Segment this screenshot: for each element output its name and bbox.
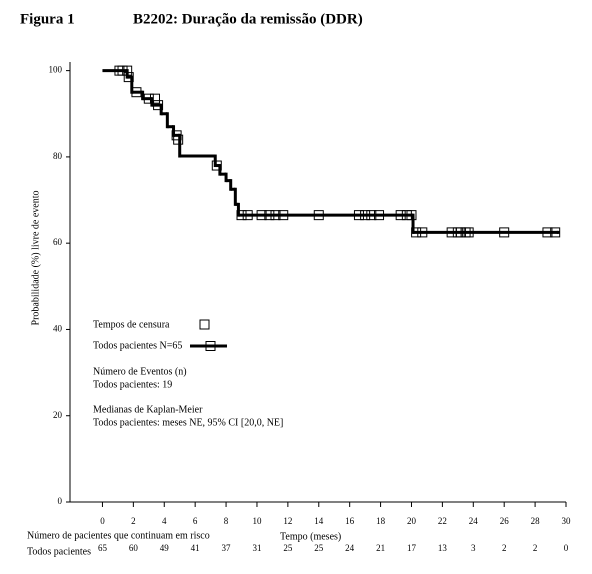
- risk-count: 17: [407, 543, 417, 553]
- x-tick-label: 12: [283, 516, 292, 526]
- censor-mark: [143, 93, 154, 104]
- x-tick-label: 8: [224, 516, 229, 526]
- censor-mark: [353, 210, 364, 221]
- censor-mark: [360, 210, 371, 221]
- risk-count: 25: [314, 543, 324, 553]
- x-tick-label: 22: [438, 516, 447, 526]
- risk-count: 13: [438, 543, 448, 553]
- x-tick-label: 4: [162, 516, 167, 526]
- chart-title: B2202: Duração da remissão (DDR): [133, 11, 363, 27]
- y-axis-label: Probabilidade (%) livre de evento: [30, 191, 41, 326]
- censor-mark: [153, 100, 164, 111]
- legend-symbol: [205, 341, 216, 351]
- risk-count: 31: [252, 543, 261, 553]
- censor-mark: [264, 210, 275, 221]
- x-tick-label: 26: [500, 516, 510, 526]
- figure-label: Figura 1: [20, 11, 75, 27]
- censor-mark: [131, 87, 142, 98]
- x-tick-label: 10: [252, 516, 262, 526]
- censor-mark: [463, 227, 474, 238]
- risk-table-title: Número de pacientes que continuam em ris…: [27, 530, 210, 541]
- risk-count: 60: [129, 543, 139, 553]
- censor-mark: [374, 210, 385, 221]
- y-tick-label: 100: [49, 65, 63, 75]
- x-tick-label: 30: [562, 516, 572, 526]
- legend-label: Tempos de censura: [93, 319, 170, 330]
- risk-count: 49: [160, 543, 170, 553]
- x-tick-label: 18: [376, 516, 386, 526]
- censor-mark: [499, 227, 510, 238]
- censor-mark: [211, 160, 222, 171]
- risk-count: 3: [471, 543, 476, 553]
- legend-symbol: [199, 319, 210, 330]
- annotation: Todos pacientes: 19: [93, 379, 172, 390]
- annotation: Número de Eventos (n): [93, 366, 187, 377]
- censor-mark: [411, 227, 422, 238]
- risk-row-label: Todos pacientes: [27, 546, 91, 557]
- y-tick-label: 0: [58, 496, 63, 506]
- risk-count: 21: [376, 543, 385, 553]
- censor-mark: [173, 134, 184, 145]
- x-tick-label: 16: [345, 516, 355, 526]
- censor-mark: [278, 210, 289, 221]
- censor-mark: [236, 210, 247, 221]
- y-tick-label: 80: [53, 151, 63, 161]
- risk-count: 65: [98, 543, 108, 553]
- x-tick-label: 20: [407, 516, 417, 526]
- x-tick-label: 28: [531, 516, 541, 526]
- risk-count: 2: [533, 543, 538, 553]
- x-axis-label: Tempo (meses): [280, 531, 341, 542]
- x-tick-label: 6: [193, 516, 198, 526]
- censor-mark: [550, 227, 561, 238]
- y-tick-label: 20: [53, 410, 63, 420]
- risk-count: 37: [222, 543, 232, 553]
- risk-count: 24: [345, 543, 355, 553]
- legend-label: Todos pacientes N=65: [93, 340, 182, 351]
- censor-mark: [122, 65, 133, 76]
- annotation: Medianas de Kaplan-Meier: [93, 404, 203, 415]
- censor-mark: [270, 210, 281, 221]
- y-tick-label: 60: [53, 237, 63, 247]
- risk-count: 2: [502, 543, 507, 553]
- censor-mark: [313, 210, 324, 221]
- censor-mark: [149, 93, 160, 104]
- risk-count: 41: [191, 543, 200, 553]
- censor-mark: [256, 210, 267, 221]
- censor-mark: [242, 210, 253, 221]
- censor-mark: [417, 227, 428, 238]
- x-tick-label: 14: [314, 516, 324, 526]
- risk-count: 0: [564, 543, 569, 553]
- censor-mark: [406, 210, 417, 221]
- risk-count: 25: [283, 543, 293, 553]
- censor-mark: [395, 210, 406, 221]
- censor-mark: [366, 210, 377, 221]
- x-tick-label: 0: [100, 516, 105, 526]
- y-tick-label: 40: [53, 324, 63, 334]
- x-tick-label: 2: [131, 516, 136, 526]
- censor-mark: [123, 72, 134, 83]
- annotation: Todos pacientes: meses NE, 95% CI [20,0,…: [93, 417, 283, 428]
- censor-mark: [542, 227, 553, 238]
- x-tick-label: 24: [469, 516, 479, 526]
